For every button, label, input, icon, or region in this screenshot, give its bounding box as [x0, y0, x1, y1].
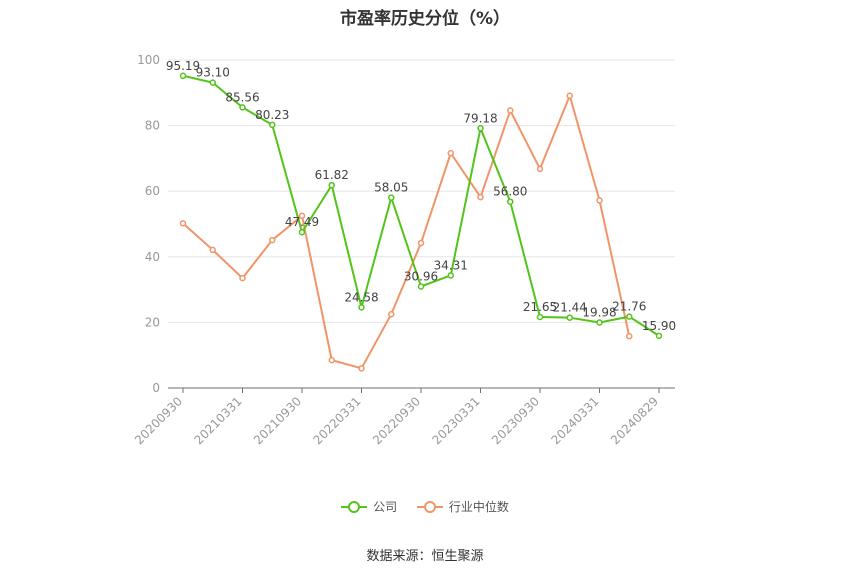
- x-tick-label: 20230331: [430, 394, 483, 447]
- data-point-industry-median: [388, 310, 395, 318]
- data-label-company: 95.19: [166, 59, 200, 73]
- y-tick-label: 60: [145, 184, 160, 198]
- y-tick-label: 0: [152, 381, 160, 395]
- x-tick-label: 20230930: [489, 394, 542, 447]
- data-label-company: 21.65: [523, 300, 557, 314]
- legend-item-company[interactable]: 公司: [341, 498, 397, 515]
- data-point-company: [269, 121, 276, 129]
- y-tick-label: 20: [145, 315, 160, 329]
- chart-title: 市盈率历史分位（%）: [339, 9, 511, 29]
- data-point-industry-median: [536, 165, 544, 173]
- grid-layer: [168, 59, 675, 323]
- data-point-company: [655, 332, 663, 340]
- data-point-company: [358, 304, 365, 311]
- y-tick-label: 40: [145, 250, 160, 264]
- data-point-company: [179, 72, 187, 80]
- data-point-industry-median: [566, 92, 573, 100]
- legend-swatch-industry-median: [416, 500, 443, 514]
- data-label-company: 21.44: [553, 301, 587, 315]
- data-point-company: [536, 313, 544, 321]
- data-point-industry-median: [507, 107, 514, 114]
- data-point-company: [388, 194, 395, 201]
- data-label-company: 47.49: [285, 215, 319, 229]
- x-tick-label: 20240829: [608, 394, 661, 447]
- data-point-industry-median: [328, 356, 335, 364]
- data-label-company: 61.82: [315, 168, 349, 182]
- data-point-industry-median: [209, 246, 216, 254]
- x-tick-label: 20220331: [311, 394, 364, 447]
- data-point-company: [209, 79, 216, 86]
- data-point-industry-median: [239, 274, 246, 282]
- legend: 公司 行业中位数: [0, 498, 850, 515]
- data-point-company: [328, 181, 335, 189]
- data-point-industry-median: [477, 193, 484, 201]
- data-point-industry-median: [298, 212, 306, 220]
- data-label-company: 85.56: [225, 90, 259, 104]
- data-label-company: 34.31: [434, 258, 468, 272]
- y-tick-label: 100: [137, 53, 160, 67]
- x-tick-label: 20200930: [132, 394, 185, 447]
- data-point-company: [596, 319, 603, 326]
- data-label-company: 21.76: [612, 300, 646, 314]
- data-label-company: 24.58: [344, 290, 378, 304]
- data-point-company: [477, 125, 484, 132]
- series-layer: [179, 72, 663, 372]
- data-point-industry-median: [269, 236, 276, 244]
- data-point-company: [566, 314, 573, 321]
- data-point-industry-median: [358, 365, 365, 372]
- data-label-company: 30.96: [404, 269, 438, 283]
- data-label-company: 19.98: [582, 305, 616, 319]
- data-source: 数据来源：恒生聚源: [366, 549, 484, 564]
- data-point-company: [626, 313, 633, 320]
- legend-label-industry-median: 行业中位数: [448, 500, 509, 514]
- x-tick-label: 20220930: [370, 394, 423, 447]
- data-point-industry-median: [447, 149, 454, 157]
- data-label-company: 58.05: [374, 181, 408, 195]
- legend-item-industry-median[interactable]: 行业中位数: [416, 498, 509, 515]
- data-point-company: [239, 104, 246, 111]
- data-point-company: [447, 272, 454, 279]
- data-point-industry-median: [417, 239, 425, 247]
- data-point-company: [507, 198, 514, 205]
- data-label-company: 79.18: [463, 111, 497, 125]
- data-label-company: 15.90: [642, 319, 676, 333]
- data-point-company: [417, 283, 425, 290]
- data-label-company: 93.10: [196, 66, 230, 80]
- data-point-industry-median: [179, 220, 187, 227]
- series-line-industry-median: [182, 94, 631, 370]
- x-tick-label: 20210930: [251, 394, 304, 447]
- x-tick-label: 20240331: [549, 394, 602, 447]
- y-tick-label: 80: [145, 119, 160, 133]
- legend-swatch-company: [341, 500, 368, 514]
- x-tick-label: 20210331: [192, 394, 245, 447]
- data-label-company: 56.80: [493, 185, 527, 199]
- data-point-industry-median: [626, 332, 633, 340]
- data-label-company: 80.23: [255, 108, 289, 122]
- legend-label-company: 公司: [373, 500, 398, 514]
- data-point-company: [298, 228, 306, 236]
- data-point-industry-median: [596, 197, 603, 204]
